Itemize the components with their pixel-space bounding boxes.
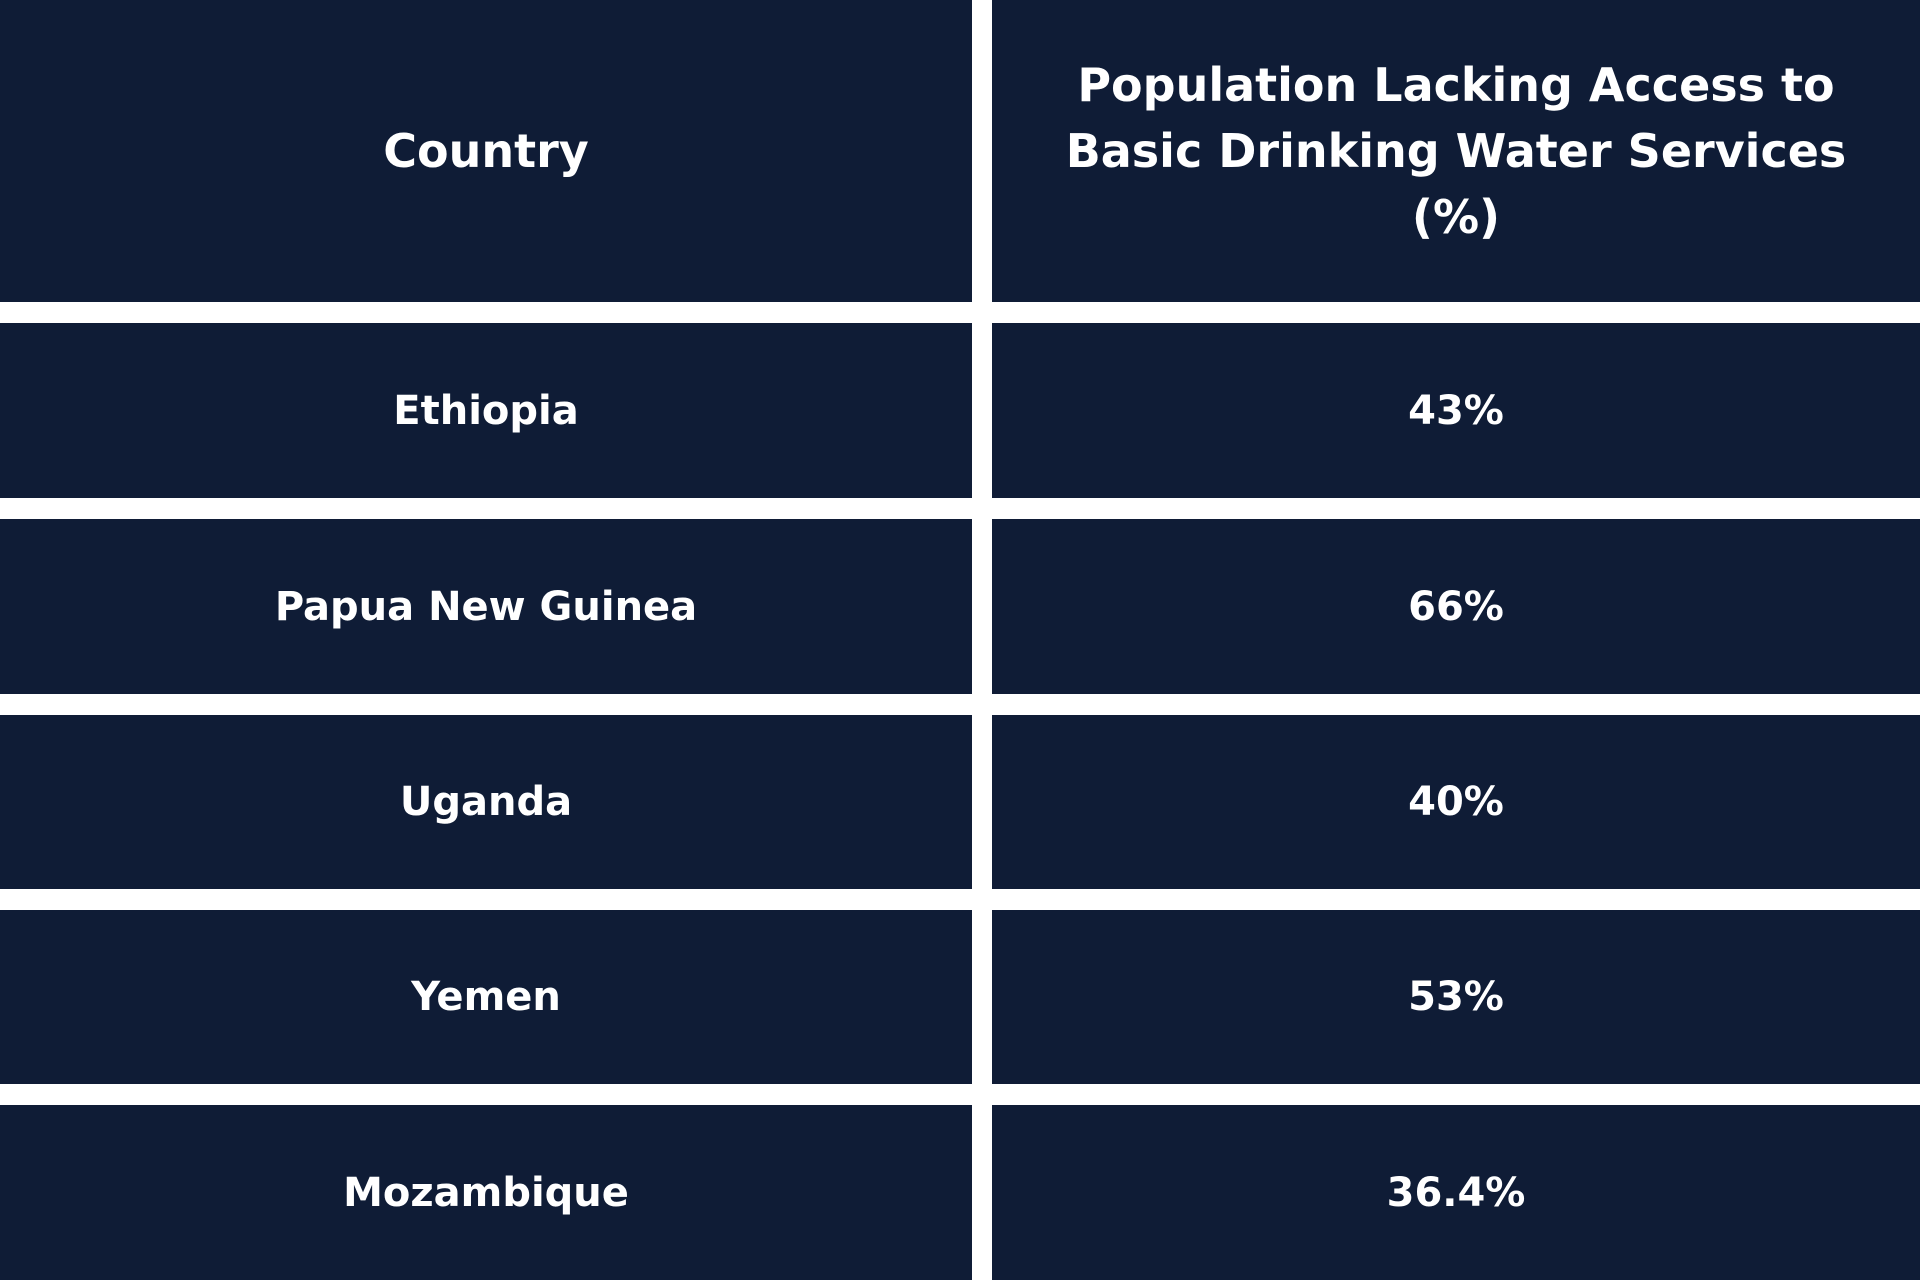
percentage-value: 36.4% bbox=[1386, 1169, 1526, 1216]
country-label: Papua New Guinea bbox=[274, 583, 698, 630]
country-cell: Ethiopia bbox=[0, 323, 972, 498]
country-cell: Uganda bbox=[0, 715, 972, 889]
percentage-cell: 40% bbox=[992, 715, 1920, 889]
percentage-value: 40% bbox=[1408, 779, 1504, 825]
country-cell: Yemen bbox=[0, 910, 972, 1084]
country-cell: Mozambique bbox=[0, 1105, 972, 1280]
column-header-percentage-label: Population Lacking Access to Basic Drink… bbox=[1065, 58, 1847, 244]
percentage-value: 66% bbox=[1408, 583, 1504, 630]
table-row: Uganda 40% bbox=[0, 715, 1920, 889]
country-label: Ethiopia bbox=[393, 387, 579, 434]
table-row: Ethiopia 43% bbox=[0, 323, 1920, 498]
table-header-row: Country Population Lacking Access to Bas… bbox=[0, 0, 1920, 302]
percentage-cell: 36.4% bbox=[992, 1105, 1920, 1280]
column-header-percentage: Population Lacking Access to Basic Drink… bbox=[992, 0, 1920, 302]
country-label: Uganda bbox=[399, 779, 573, 825]
column-header-country-label: Country bbox=[383, 124, 589, 178]
country-label: Mozambique bbox=[343, 1169, 629, 1216]
table-row: Yemen 53% bbox=[0, 910, 1920, 1084]
table-row: Papua New Guinea 66% bbox=[0, 519, 1920, 694]
percentage-cell: 53% bbox=[992, 910, 1920, 1084]
column-header-country: Country bbox=[0, 0, 972, 302]
percentage-cell: 43% bbox=[992, 323, 1920, 498]
table-row: Mozambique 36.4% bbox=[0, 1105, 1920, 1280]
country-label: Yemen bbox=[411, 974, 561, 1020]
percentage-cell: 66% bbox=[992, 519, 1920, 694]
percentage-value: 43% bbox=[1408, 387, 1504, 434]
country-cell: Papua New Guinea bbox=[0, 519, 972, 694]
percentage-value: 53% bbox=[1408, 974, 1504, 1020]
